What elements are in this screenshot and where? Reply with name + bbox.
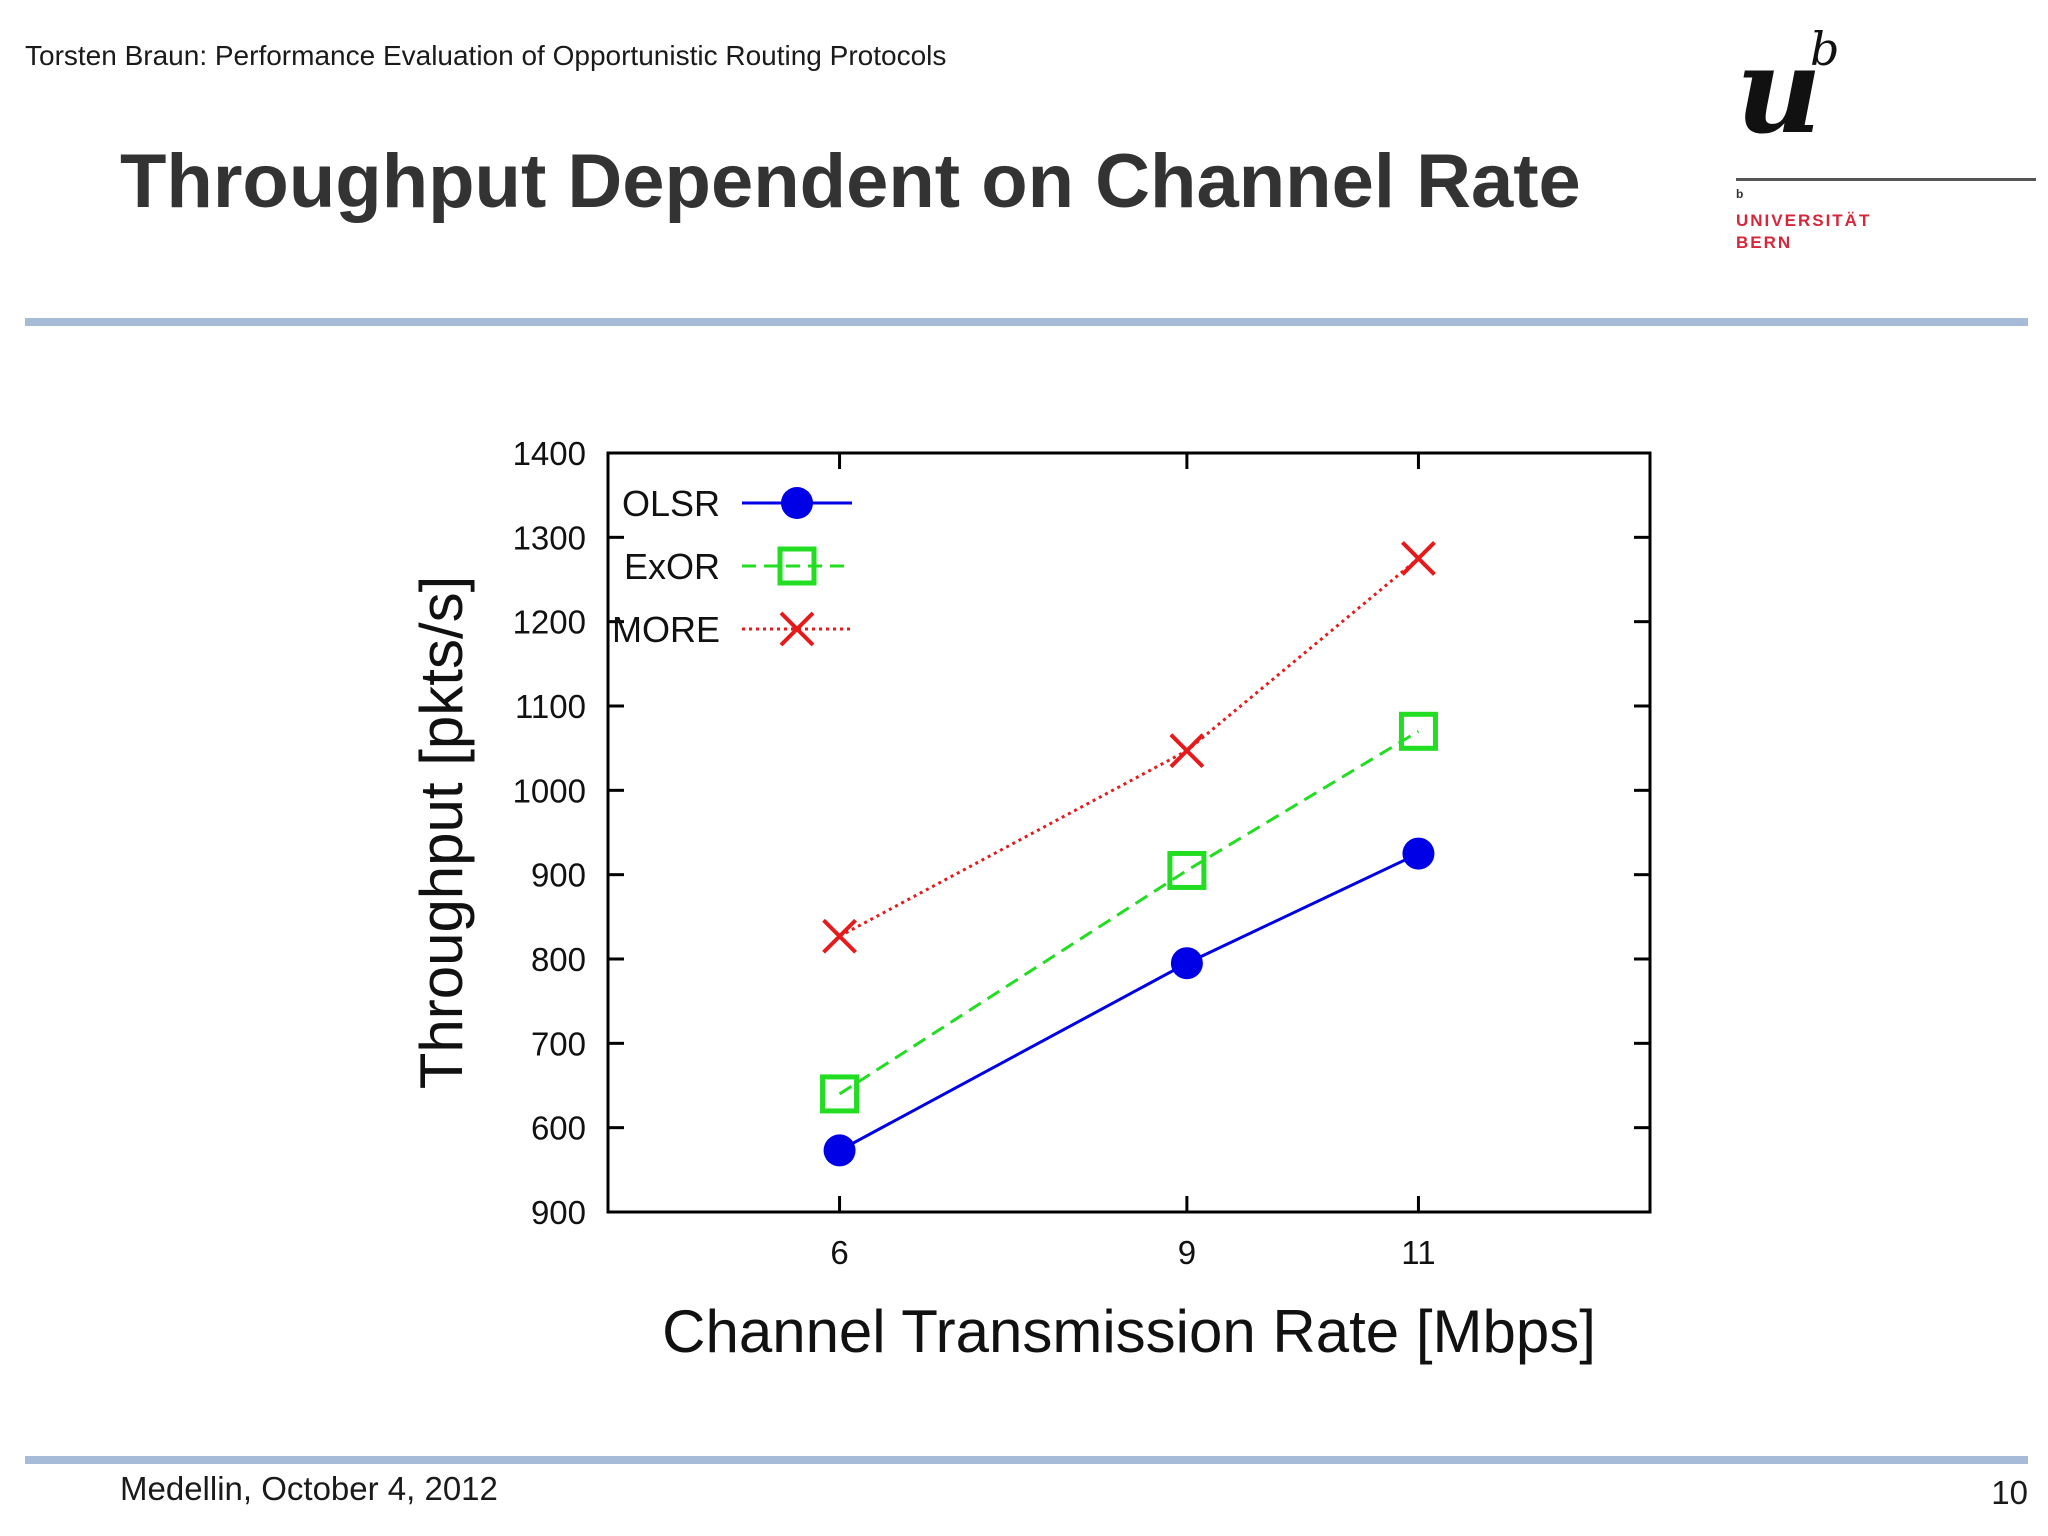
data-point-exor <box>820 1074 860 1114</box>
tick-labels: 900 600 700 800 900 1000 1100 1200 1300 1400 6 9 11 <box>513 435 1436 1271</box>
x-tick-label: 9 <box>1178 1234 1196 1271</box>
y-tick-label: 1300 <box>513 519 586 556</box>
plot-area <box>606 451 1652 1214</box>
data-point-exor <box>1398 711 1438 751</box>
y-tick-label: 800 <box>531 941 586 978</box>
series-line-olsr <box>838 852 1420 1152</box>
series-line-exor <box>838 730 1420 1096</box>
logo-mark-u: u <box>1736 21 1822 160</box>
legend-label-more: MORE <box>612 609 720 650</box>
legend-marker-olsr <box>781 487 813 519</box>
data-point-olsr <box>1402 837 1435 870</box>
y-tick-label: 1400 <box>513 435 586 472</box>
y-tick-label: 600 <box>531 1110 586 1147</box>
top-divider <box>25 318 2028 326</box>
x-axis-title: Channel Transmission Rate [Mbps] <box>662 1298 1596 1365</box>
logo-rule <box>1736 178 2036 181</box>
legend-label-olsr: OLSR <box>622 483 720 524</box>
data-point-more <box>822 918 857 954</box>
legend-label-exor: ExOR <box>624 546 720 587</box>
plot-frame <box>606 451 1652 1214</box>
logo-small-b: b <box>1736 187 1744 201</box>
x-tick-label: 6 <box>830 1234 848 1271</box>
y-tick-label: 1100 <box>515 688 586 725</box>
y-tick-label: 700 <box>531 1025 586 1062</box>
cross-stroke <box>779 611 815 647</box>
y-axis-title: Throughput [pkts/s] <box>408 576 475 1090</box>
y-tick-label: 1200 <box>513 604 586 641</box>
legend-marker-exor <box>777 546 817 586</box>
slide-title: Throughput Dependent on Channel Rate <box>120 139 1581 224</box>
footer-location-date: Medellin, October 4, 2012 <box>120 1470 498 1507</box>
data-point-exor <box>1167 850 1207 890</box>
y-tick-label: 900 <box>531 1194 586 1231</box>
legend-marker-more <box>779 611 815 647</box>
logo-university-name: UNIVERSITÄT BERN <box>1736 211 1872 252</box>
series-layer <box>820 541 1438 1167</box>
legend: OLSR ExOR MORE <box>612 483 852 650</box>
data-point-more <box>1169 733 1205 769</box>
data-point-olsr <box>1170 947 1203 980</box>
x-tick-label: 11 <box>1401 1234 1435 1271</box>
bottom-divider <box>25 1456 2028 1464</box>
page-number: 10 <box>1991 1474 2028 1511</box>
cross-stroke <box>822 918 857 954</box>
series-line-more <box>838 557 1420 938</box>
cross-stroke <box>1401 541 1436 576</box>
data-point-olsr <box>823 1134 856 1167</box>
data-point-more <box>1401 541 1436 576</box>
author-line: Torsten Braun: Performance Evaluation of… <box>25 40 947 71</box>
y-tick-label: 1000 <box>513 772 586 809</box>
university-logo: u b b UNIVERSITÄT BERN <box>1736 20 2036 260</box>
cross-stroke <box>1169 733 1205 769</box>
logo-mark-b: b <box>1810 22 1840 76</box>
y-tick-label: 900 <box>531 857 586 894</box>
